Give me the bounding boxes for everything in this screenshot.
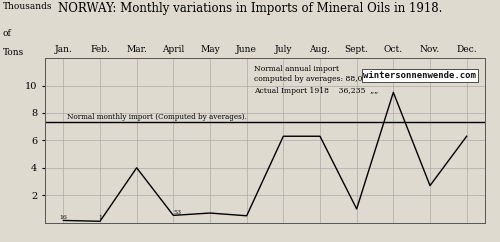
Text: 53: 53 (174, 210, 182, 215)
Text: Aug.: Aug. (310, 45, 330, 54)
Text: Thousands: Thousands (2, 2, 52, 11)
Text: May: May (200, 45, 220, 54)
Text: of: of (2, 29, 11, 38)
Text: 16: 16 (60, 215, 68, 220)
Text: July: July (274, 45, 292, 54)
Text: 1: 1 (98, 215, 102, 220)
Text: Jan.: Jan. (54, 45, 72, 54)
Text: Normal annual import: Normal annual import (254, 65, 339, 73)
Text: June: June (236, 45, 257, 54)
Text: NORWAY: Monthly variations in Imports of Mineral Oils in 1918.: NORWAY: Monthly variations in Imports of… (58, 2, 442, 15)
Text: Actual Import 1918    36,235  „„: Actual Import 1918 36,235 „„ (254, 87, 378, 95)
Text: Tons: Tons (2, 48, 24, 57)
Text: Oct.: Oct. (384, 45, 403, 54)
Text: April: April (162, 45, 184, 54)
Text: Nov.: Nov. (420, 45, 440, 54)
Text: Dec.: Dec. (456, 45, 477, 54)
Text: Sept.: Sept. (344, 45, 368, 54)
Text: Normal monthly import (Computed by averages).: Normal monthly import (Computed by avera… (67, 113, 247, 121)
Text: Feb.: Feb. (90, 45, 110, 54)
Text: Mar.: Mar. (126, 45, 147, 54)
Text: computed by averages: 88,008 Tons: computed by averages: 88,008 Tons (254, 75, 392, 83)
Text: wintersonnenwende.com: wintersonnenwende.com (364, 71, 476, 80)
